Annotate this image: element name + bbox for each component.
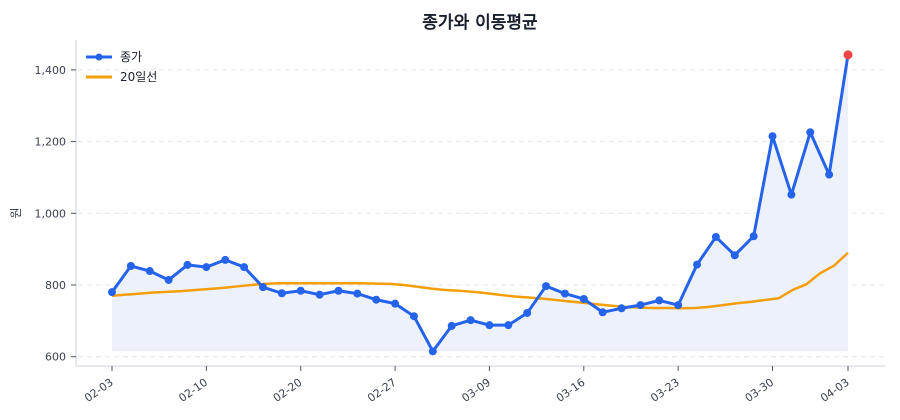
close-price-marker <box>636 301 645 310</box>
close-price-marker <box>372 295 381 304</box>
close-price-marker <box>768 132 777 141</box>
close-price-marker <box>466 316 475 325</box>
close-price-marker <box>730 251 739 260</box>
x-tick-label: 03-30 <box>743 376 777 405</box>
x-tick-label: 02-03 <box>82 376 116 405</box>
legend-label-ma20: 20일선 <box>120 70 157 84</box>
close-price-marker <box>560 289 569 298</box>
close-price-marker <box>711 232 720 241</box>
y-tick-label: 1,000 <box>35 207 67 220</box>
close-price-marker <box>296 286 305 295</box>
series-lines <box>108 50 853 356</box>
x-tick-label: 03-23 <box>648 376 682 405</box>
close-price-marker <box>353 289 362 298</box>
x-tick-label: 03-16 <box>554 376 588 405</box>
close-price-marker <box>391 299 400 308</box>
close-price-marker <box>447 321 456 330</box>
close-price-marker <box>542 282 551 291</box>
close-price-marker <box>523 308 532 317</box>
close-price-marker <box>749 232 758 241</box>
close-price-marker <box>126 261 135 270</box>
close-price-marker <box>825 170 834 179</box>
y-tick-label: 600 <box>45 351 66 364</box>
close-price-marker <box>617 304 626 313</box>
close-price-line <box>110 54 850 353</box>
close-price-marker <box>277 289 286 298</box>
x-tick-label: 02-10 <box>176 376 210 405</box>
close-price-marker <box>579 294 588 303</box>
close-price-marker <box>787 190 796 199</box>
area-fill-path <box>112 54 848 352</box>
y-tick-label: 1,200 <box>35 136 67 149</box>
close-price-marker <box>315 290 324 299</box>
y-tick-label: 1,400 <box>35 64 67 77</box>
close-price-marker <box>693 260 702 269</box>
close-price-marker <box>183 260 192 269</box>
close-price-marker <box>202 263 211 272</box>
close-price-marker <box>504 321 513 330</box>
close-price-marker <box>655 296 664 305</box>
x-tick-label: 03-09 <box>460 376 494 405</box>
close-price-area-fill <box>112 54 848 352</box>
close-price-marker <box>240 263 249 272</box>
y-tick-label: 800 <box>45 279 66 292</box>
close-price-marker <box>806 128 815 137</box>
legend: 종가 20일선 <box>86 50 157 84</box>
y-axis-ticks: 600 800 1,000 1,200 1,400 <box>35 64 76 364</box>
close-price-marker <box>221 255 230 264</box>
x-tick-label: 04-03 <box>818 376 852 405</box>
chart-title: 종가와 이동평균 <box>422 13 538 33</box>
close-price-marker <box>108 288 116 297</box>
latest-price-marker <box>843 50 853 60</box>
ma20-line <box>111 251 849 310</box>
close-price-marker <box>164 275 173 284</box>
x-tick-label: 02-27 <box>365 376 399 405</box>
x-axis-ticks: 02-03 02-10 02-20 02-27 03-09 03-16 03-23 03-30… <box>82 366 852 405</box>
legend-close-marker-icon <box>95 53 103 61</box>
close-price-marker <box>428 347 437 356</box>
close-price-marker <box>598 308 607 317</box>
axes <box>75 40 885 367</box>
close-price-marker <box>409 312 418 321</box>
close-price-marker <box>258 283 267 292</box>
close-price-marker <box>674 301 683 310</box>
close-price-marker <box>145 267 154 276</box>
x-tick-label: 02-20 <box>271 376 305 405</box>
close-price-marker <box>334 286 343 295</box>
y-axis-label: 원 <box>9 207 23 218</box>
legend-label-close: 종가 <box>120 50 142 64</box>
close-price-marker <box>485 321 494 330</box>
